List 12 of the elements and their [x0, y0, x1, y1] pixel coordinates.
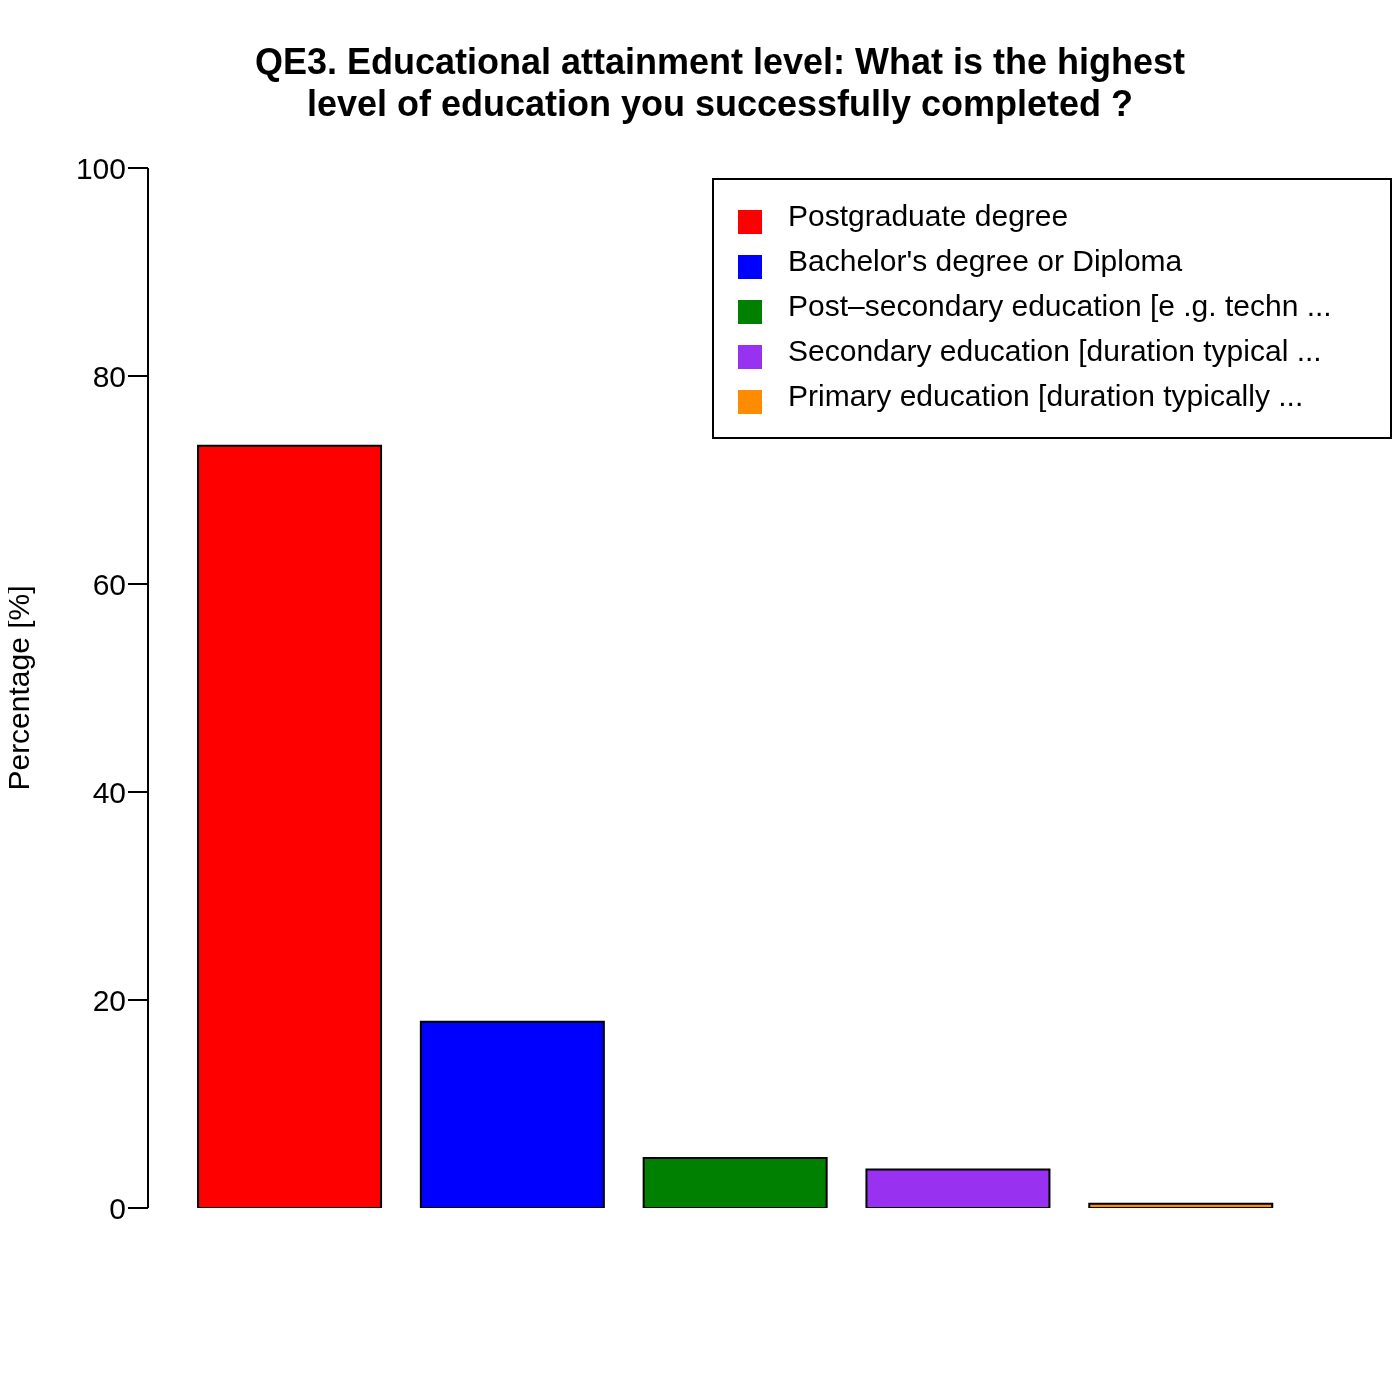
y-tick-label: 60 [92, 567, 126, 601]
y-tick-label: 0 [109, 1191, 126, 1225]
legend-label: Post–secondary education [e .g. techn ... [788, 289, 1332, 322]
legend-label: Primary education [duration typically ... [788, 379, 1304, 412]
y-tick-label: 80 [92, 359, 126, 393]
y-tick-label: 40 [92, 775, 126, 809]
y-tick-label: 20 [92, 983, 126, 1017]
legend-label: Postgraduate degree [788, 199, 1069, 232]
chart-title: QE3. Educational attainment level: What is the highest level of education you successfully completed ? [254, 41, 1186, 124]
y-tick-label: 100 [75, 151, 126, 185]
legend-label: Secondary education [duration typical ... [788, 334, 1322, 367]
legend-label: Bachelor's degree or Diploma [788, 244, 1183, 277]
